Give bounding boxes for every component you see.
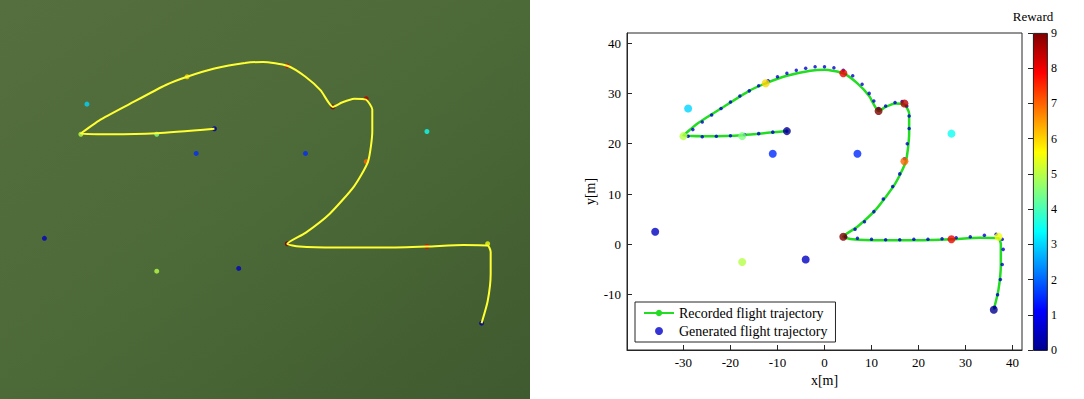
svg-text:Reward: Reward xyxy=(1013,9,1054,24)
svg-text:20: 20 xyxy=(608,136,621,151)
svg-text:8: 8 xyxy=(1051,61,1057,75)
svg-text:x[m]: x[m] xyxy=(811,373,838,388)
svg-text:40: 40 xyxy=(1006,355,1019,370)
svg-text:0: 0 xyxy=(1051,343,1057,357)
svg-text:-10: -10 xyxy=(769,355,786,370)
svg-text:Recorded flight trajectory: Recorded flight trajectory xyxy=(679,306,824,321)
svg-text:9: 9 xyxy=(1051,26,1057,40)
svg-text:3: 3 xyxy=(1051,237,1057,251)
svg-text:0: 0 xyxy=(615,237,622,252)
svg-text:10: 10 xyxy=(865,355,878,370)
svg-text:Generated flight trajectory: Generated flight trajectory xyxy=(679,324,827,339)
svg-text:1: 1 xyxy=(1051,308,1057,322)
svg-text:0: 0 xyxy=(821,355,828,370)
svg-text:30: 30 xyxy=(608,86,621,101)
svg-text:30: 30 xyxy=(959,355,972,370)
svg-text:4: 4 xyxy=(1051,202,1057,216)
svg-text:-20: -20 xyxy=(722,355,739,370)
svg-text:40: 40 xyxy=(608,36,621,51)
svg-text:-10: -10 xyxy=(604,287,621,302)
svg-text:2: 2 xyxy=(1051,273,1057,287)
svg-text:5: 5 xyxy=(1051,167,1057,181)
svg-text:-30: -30 xyxy=(675,355,692,370)
svg-text:20: 20 xyxy=(912,355,925,370)
svg-text:7: 7 xyxy=(1051,96,1057,110)
svg-text:y[m]: y[m] xyxy=(583,178,598,205)
svg-text:6: 6 xyxy=(1051,132,1057,146)
svg-text:10: 10 xyxy=(608,187,621,202)
